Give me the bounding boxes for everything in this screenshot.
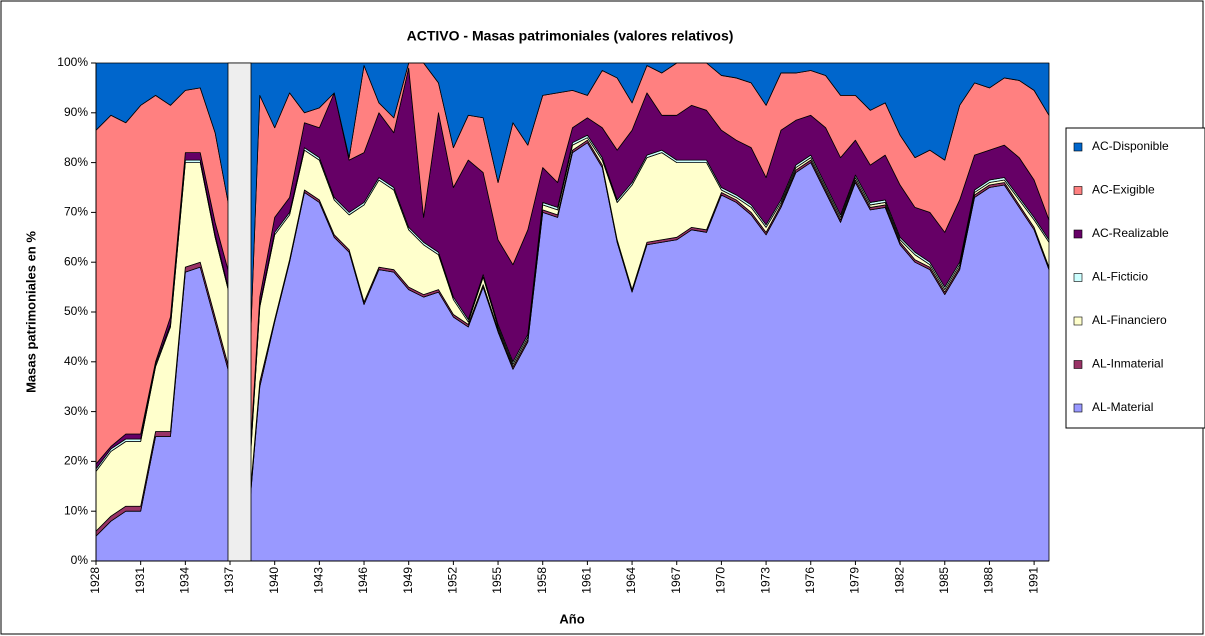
legend-swatch <box>1073 186 1083 195</box>
legend-label: AL-Financiero <box>1092 313 1167 327</box>
legend-label: AL-Inmaterial <box>1092 357 1163 371</box>
y-axis-label: Masas patrimoniales en % <box>23 231 38 393</box>
x-tick-label: 1991 <box>1026 567 1040 594</box>
x-tick-label: 1964 <box>624 567 638 594</box>
legend-label: AC-Exigible <box>1092 183 1155 197</box>
legend-label: AL-Ficticio <box>1092 270 1148 284</box>
x-tick-label: 1970 <box>714 567 728 594</box>
x-tick-label: 1946 <box>356 567 370 594</box>
legend-swatch <box>1073 360 1083 369</box>
x-tick-label: 1928 <box>88 567 102 594</box>
x-tick-label: 1958 <box>535 567 549 594</box>
x-axis-label: Año <box>559 611 584 626</box>
x-tick-label: 1940 <box>267 567 281 594</box>
y-tick-label: 60% <box>64 254 88 268</box>
y-tick-label: 30% <box>64 404 88 418</box>
y-tick-label: 50% <box>64 304 88 318</box>
y-tick-label: 70% <box>64 205 88 219</box>
y-tick-label: 10% <box>64 503 88 517</box>
legend <box>1065 127 1205 429</box>
x-tick-label: 1967 <box>669 567 683 594</box>
legend-swatch <box>1073 273 1083 282</box>
x-tick-label: 1961 <box>580 567 594 594</box>
y-tick-label: 90% <box>64 105 88 119</box>
x-tick-label: 1943 <box>312 567 326 594</box>
x-tick-label: 1934 <box>178 567 192 594</box>
chart-title: ACTIVO - Masas patrimoniales (valores re… <box>407 28 734 44</box>
area <box>95 62 1050 487</box>
y-tick-label: 0% <box>71 553 89 567</box>
x-tick-label: 1937 <box>222 567 236 594</box>
legend-swatch <box>1073 403 1083 413</box>
legend-label: AC-Realizable <box>1092 226 1169 240</box>
y-tick-label: 80% <box>64 155 88 169</box>
legend-label: AC-Disponible <box>1092 139 1169 153</box>
x-tick-label: 1982 <box>892 567 906 594</box>
y-tick-label: 40% <box>64 354 88 368</box>
y-tick-label: 20% <box>64 454 88 468</box>
x-tick-label: 1985 <box>937 567 951 594</box>
y-tick-label: 100% <box>57 55 88 69</box>
x-tick-label: 1976 <box>803 567 817 594</box>
x-tick-label: 1979 <box>848 567 862 594</box>
gap-column <box>227 62 252 562</box>
legend-label: AL-Material <box>1092 400 1153 414</box>
legend-swatch <box>1073 229 1083 239</box>
x-tick-label: 1973 <box>758 567 772 594</box>
x-tick-label: 1988 <box>982 567 996 594</box>
areas <box>95 62 1050 562</box>
x-tick-label: 1955 <box>490 567 504 594</box>
x-tick-label: 1931 <box>133 567 147 594</box>
x-tick-label: 1949 <box>401 567 415 594</box>
x-tick-label: 1952 <box>446 567 460 594</box>
legend-swatch <box>1073 316 1083 326</box>
legend-swatch <box>1073 142 1083 152</box>
